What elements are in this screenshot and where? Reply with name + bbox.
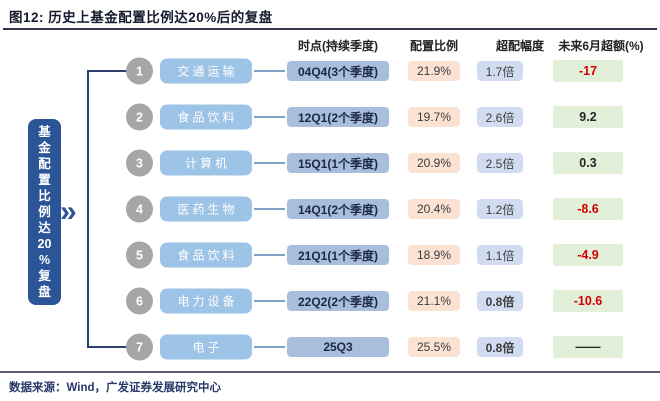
summary-box-char: % (38, 253, 51, 267)
summary-box-char: 盘 (38, 285, 51, 299)
future-badge: 9.2 (553, 106, 623, 128)
industry-box: 电子 (160, 334, 252, 360)
summary-box: 基 金 配 置 比 例 达 20 % 复 盘 (28, 119, 61, 305)
future-badge: -10.6 (553, 290, 623, 312)
time-badge: 15Q1(1个季度) (287, 153, 389, 173)
time-badge: 04Q4(3个季度) (287, 61, 389, 81)
column-header-time: 时点(持续季度) (298, 39, 378, 53)
summary-box-char: 例 (38, 205, 51, 219)
time-badge: 12Q1(2个季度) (287, 107, 389, 127)
row-number-badge: 1 (126, 57, 153, 85)
time-badge: 14Q1(2个季度) (287, 199, 389, 219)
row-number-badge: 4 (126, 195, 153, 223)
future-badge: -4.9 (553, 244, 623, 266)
time-badge: 21Q1(1个季度) (287, 245, 389, 265)
connector-line (254, 116, 285, 118)
row-number-badge: 5 (126, 241, 153, 269)
column-header-future: 未来6月超额(%) (558, 39, 644, 53)
overweight-badge: 1.2倍 (477, 199, 523, 219)
allocation-badge: 20.4% (408, 199, 460, 219)
table-row: 2 食品饮料 12Q1(2个季度) 19.7% 2.6倍 9.2 (0, 94, 660, 140)
bracket-vertical-line (87, 70, 89, 348)
allocation-badge: 25.5% (408, 337, 460, 357)
allocation-badge: 18.9% (408, 245, 460, 265)
data-source: 数据来源：Wind，广发证券发展研究中心 (9, 382, 221, 394)
summary-box-char: 复 (38, 269, 51, 283)
time-badge: 25Q3 (287, 337, 389, 357)
summary-box-char: 置 (38, 173, 51, 187)
allocation-badge: 21.9% (408, 61, 460, 81)
table-row: 5 食品饮料 21Q1(1个季度) 18.9% 1.1倍 -4.9 (0, 232, 660, 278)
connector-line (254, 346, 285, 348)
overweight-badge: 0.8倍 (477, 291, 523, 311)
column-header-overweight: 超配幅度 (495, 39, 544, 53)
double-chevron-icon: » (60, 195, 77, 228)
connector-line (254, 254, 285, 256)
industry-box: 食品饮料 (160, 104, 252, 130)
connector-line (254, 70, 285, 72)
allocation-badge: 20.9% (408, 153, 460, 173)
time-badge: 22Q2(2个季度) (287, 291, 389, 311)
summary-box-char: 达 (38, 221, 51, 235)
row-number-badge: 6 (126, 287, 153, 315)
summary-box-char: 配 (38, 157, 51, 171)
future-badge: -17 (553, 60, 623, 82)
allocation-badge: 21.1% (408, 291, 460, 311)
column-header-allocation: 配置比例 (409, 39, 458, 53)
rows: 1 交通运输 04Q4(3个季度) 21.9% 1.7倍 -17 2 食品饮料 … (0, 48, 660, 370)
bracket-top-line (87, 70, 127, 72)
table-row: 6 电力设备 22Q2(2个季度) 21.1% 0.8倍 -10.6 (0, 278, 660, 324)
table-row: 7 电子 25Q3 25.5% 0.8倍 —— (0, 324, 660, 370)
figure-title: 图12: 历史上基金配置比例达20%后的复盘 (9, 10, 273, 25)
connector-line (254, 162, 285, 164)
future-badge: 0.3 (553, 152, 623, 174)
table-row: 3 计算机 15Q1(1个季度) 20.9% 2.5倍 0.3 (0, 140, 660, 186)
row-number-badge: 3 (126, 149, 153, 177)
overweight-badge: 1.1倍 (477, 245, 523, 265)
industry-box: 食品饮料 (160, 242, 252, 268)
bracket-bottom-line (87, 346, 127, 348)
overweight-badge: 0.8倍 (477, 337, 523, 357)
connector-line (254, 208, 285, 210)
summary-box-char: 金 (38, 141, 51, 155)
table-row: 1 交通运输 04Q4(3个季度) 21.9% 1.7倍 -17 (0, 48, 660, 94)
industry-box: 电力设备 (160, 288, 252, 314)
overweight-badge: 2.5倍 (477, 153, 523, 173)
title-divider (3, 28, 657, 30)
connector-line (254, 300, 285, 302)
row-number-badge: 7 (126, 333, 153, 361)
row-number-badge: 2 (126, 103, 153, 131)
footer-divider (0, 371, 660, 373)
industry-box: 医药生物 (160, 196, 252, 222)
overweight-badge: 1.7倍 (477, 61, 523, 81)
summary-box-char: 20 (37, 237, 52, 251)
allocation-badge: 19.7% (408, 107, 460, 127)
overweight-badge: 2.6倍 (477, 107, 523, 127)
summary-box-char: 基 (38, 125, 51, 139)
table-row: 4 医药生物 14Q1(2个季度) 20.4% 1.2倍 -8.6 (0, 186, 660, 232)
future-badge: —— (553, 336, 623, 358)
future-badge: -8.6 (553, 198, 623, 220)
industry-box: 计算机 (160, 150, 252, 176)
industry-box: 交通运输 (160, 58, 252, 84)
summary-box-char: 比 (38, 189, 51, 203)
